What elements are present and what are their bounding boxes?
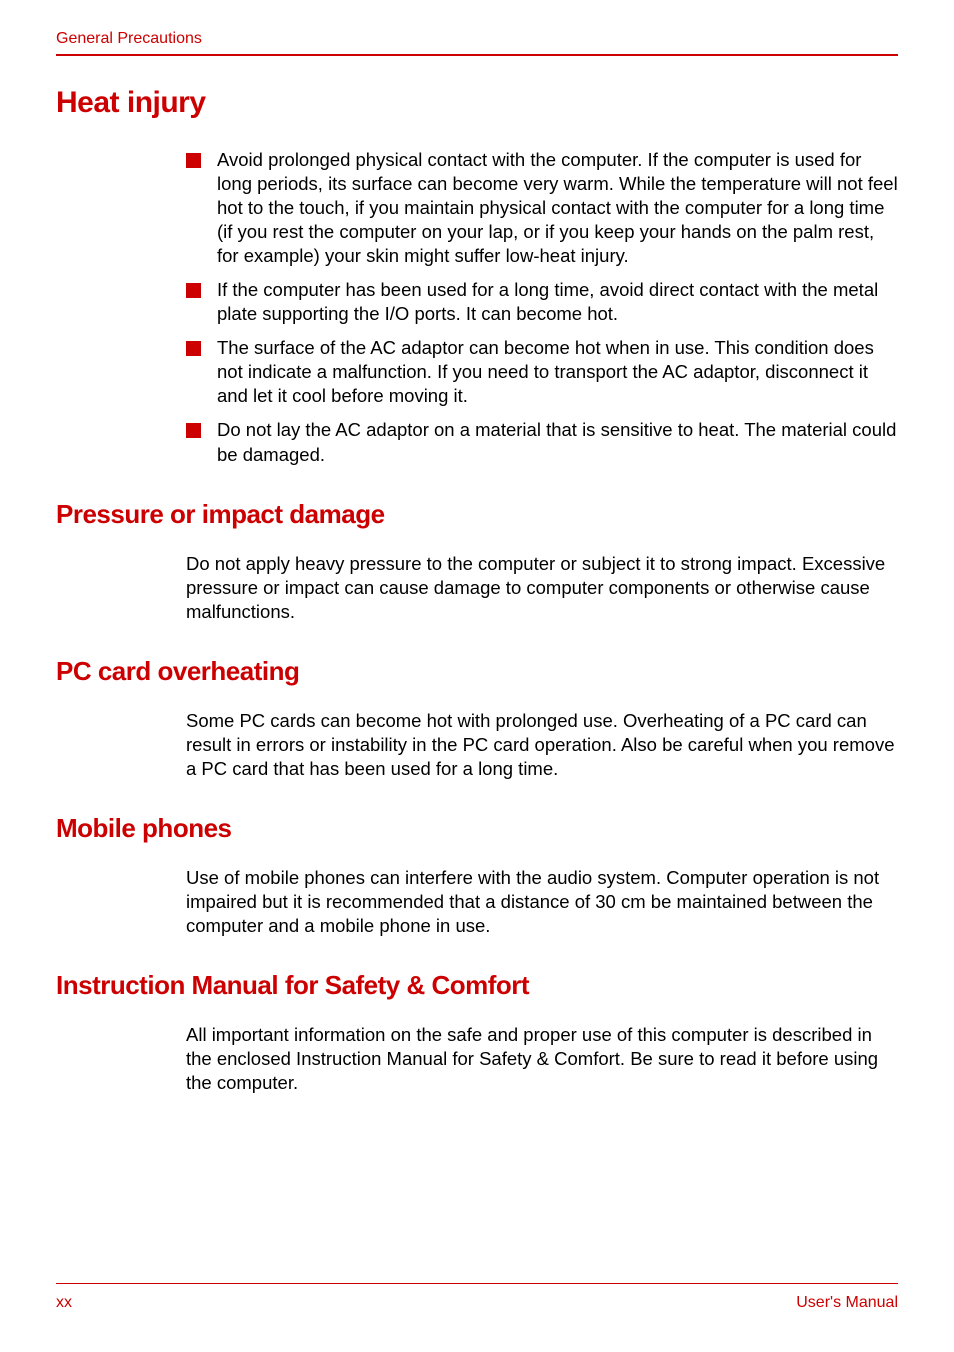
header-section-label: General Precautions (56, 30, 898, 48)
doc-title: User's Manual (796, 1294, 898, 1312)
heading-heat-injury: Heat injury (56, 86, 898, 120)
body-instruction-manual: All important information on the safe an… (186, 1023, 898, 1095)
bullet-list-heat-injury: Avoid prolonged physical contact with th… (186, 148, 898, 467)
page-number: xx (56, 1294, 72, 1312)
bullet-text: Do not lay the AC adaptor on a material … (217, 418, 898, 466)
footer-rule (56, 1283, 898, 1284)
heading-pc-card-overheating: PC card overheating (56, 656, 898, 687)
list-item: Avoid prolonged physical contact with th… (186, 148, 898, 268)
page-footer: xx User's Manual (56, 1283, 898, 1312)
heading-mobile-phones: Mobile phones (56, 813, 898, 844)
list-item: If the computer has been used for a long… (186, 278, 898, 326)
header-rule (56, 54, 898, 56)
list-item: Do not lay the AC adaptor on a material … (186, 418, 898, 466)
body-mobile-phones: Use of mobile phones can interfere with … (186, 866, 898, 938)
square-bullet-icon (186, 283, 201, 298)
heading-instruction-manual: Instruction Manual for Safety & Comfort (56, 970, 898, 1001)
square-bullet-icon (186, 423, 201, 438)
square-bullet-icon (186, 341, 201, 356)
heading-pressure-impact: Pressure or impact damage (56, 499, 898, 530)
bullet-text: Avoid prolonged physical contact with th… (217, 148, 898, 268)
body-pc-card-overheating: Some PC cards can become hot with prolon… (186, 709, 898, 781)
list-item: The surface of the AC adaptor can become… (186, 336, 898, 408)
body-pressure-impact: Do not apply heavy pressure to the compu… (186, 552, 898, 624)
bullet-text: If the computer has been used for a long… (217, 278, 898, 326)
square-bullet-icon (186, 153, 201, 168)
bullet-text: The surface of the AC adaptor can become… (217, 336, 898, 408)
